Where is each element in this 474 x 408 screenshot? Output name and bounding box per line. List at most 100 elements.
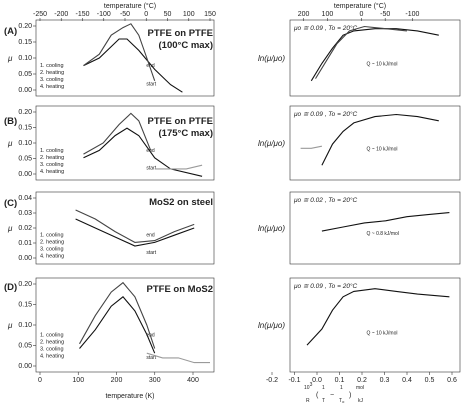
param-annotation: μo ≅ 0.09 , To = 20°C xyxy=(293,110,358,118)
bottom-right-tick-label: 0.5 xyxy=(425,377,435,384)
series-line xyxy=(315,25,407,79)
top-left-tick-label: -100 xyxy=(97,11,111,18)
left-y-tick-label: 0.20 xyxy=(18,109,32,116)
series-line xyxy=(83,38,183,93)
row-c: 0.04 0.03 0.02 0.01 0.00 μ ln(μ/μo) 1. cooling2… xyxy=(7,191,461,265)
series-line xyxy=(83,127,203,177)
end-annotation: end xyxy=(146,233,155,239)
mu-axis-label: μ xyxy=(7,139,13,148)
bottom-right-label-prefix: 103 xyxy=(304,382,313,391)
bottom-right-axis-label: 103 R ( 1 T − 1 To ) mol kJ xyxy=(304,382,364,404)
top-left-tick-label: 150 xyxy=(204,11,216,18)
ln-axis-label: ln(μ/μo) xyxy=(258,54,285,63)
bottom-left-tick-label: 100 xyxy=(72,377,84,384)
left-y-tick-label: 0.05 xyxy=(18,343,32,350)
series-line xyxy=(75,218,195,247)
ln-axis-label: ln(μ/μo) xyxy=(258,321,285,330)
bottom-right-paren-open: ( xyxy=(316,392,319,399)
left-y-tick-label: 0.10 xyxy=(18,55,32,62)
bottom-right-mol: mol xyxy=(356,385,364,391)
right-plot-frame xyxy=(289,105,461,181)
top-left-tick-label: 100 xyxy=(183,11,195,18)
left-y-tick-label: 0.02 xyxy=(18,225,32,232)
bottom-right-t: T xyxy=(322,398,325,404)
series-line xyxy=(306,288,450,346)
bottom-right-tick-label: 0.2 xyxy=(357,377,367,384)
panel-b-title-2: (175°C max) xyxy=(159,128,214,139)
row-label-d: (D) xyxy=(4,282,17,293)
series-line xyxy=(300,145,323,149)
bottom-right-tick-label: 0.0 xyxy=(312,377,322,384)
param-annotation: μo ≅ 0.09 , To = 20°C xyxy=(293,24,358,32)
ln-axis-label: ln(μ/μo) xyxy=(258,224,285,233)
bottom-right-minus: − xyxy=(330,392,334,399)
left-y-tick-label: 0.10 xyxy=(18,322,32,329)
row-label-a: (A) xyxy=(4,26,17,37)
top-left-axis-label: temperature (°C) xyxy=(104,2,156,10)
series-line xyxy=(75,209,195,243)
series-line xyxy=(83,112,152,155)
left-y-tick-label: 0.00 xyxy=(18,255,32,262)
series-group-c xyxy=(75,209,195,247)
left-y-tick-label: 0.10 xyxy=(18,140,32,147)
right-plot-frame xyxy=(289,191,461,265)
bottom-left-tick-label: 0 xyxy=(38,377,42,384)
start-annotation: start xyxy=(146,355,156,361)
legend-entry: 2. heating xyxy=(40,240,64,246)
top-left-tick-label: -250 xyxy=(33,11,47,18)
series-line xyxy=(146,352,210,364)
series-line xyxy=(154,164,203,170)
bottom-left-tick-label: 200 xyxy=(111,377,123,384)
bottom-left-axis-label: temperature (K) xyxy=(105,393,154,400)
bottom-right-one-b: 1 xyxy=(340,385,343,391)
bottom-left-ticks: 0 100 200 300 400 xyxy=(38,372,199,384)
panel-c-title: MoS2 on steel xyxy=(149,197,213,208)
top-left-tick-label: -50 xyxy=(120,11,130,18)
series-group-a xyxy=(83,23,183,93)
panel-a-title-2: (100°C max) xyxy=(159,40,214,51)
legend-entry: 4. heating xyxy=(40,353,64,359)
legend-entry: 3. cooling xyxy=(40,162,64,168)
legend-entry: 3. cooling xyxy=(40,346,64,352)
series-line xyxy=(321,212,450,232)
bottom-right-tick-label: 0.3 xyxy=(380,377,390,384)
mu-axis-label: μ xyxy=(7,224,13,233)
legend-entry: 1. cooling xyxy=(40,63,64,69)
top-right-tick-label: -100 xyxy=(405,11,419,18)
bottom-right-paren-close: ) xyxy=(349,392,351,399)
panel-d-title: PTFE on MoS2 xyxy=(147,284,214,295)
bottom-left-tick-label: 400 xyxy=(187,377,199,384)
series-group-d xyxy=(79,281,210,364)
bottom-right-tick-label: 0.4 xyxy=(402,377,412,384)
legend-entry: 4. heating xyxy=(40,254,64,260)
row-a: 0.20 0.15 0.10 0.05 0.00 μ ln(μ/μo) 1. cooling2… xyxy=(7,19,461,97)
label-exp: 3 xyxy=(310,382,313,388)
bottom-right-tick-label: -0.2 xyxy=(266,377,278,384)
bottom-right-one-a: 1 xyxy=(322,385,325,391)
left-y-tick-label: 0.15 xyxy=(18,39,32,46)
panel-a-title-1: PTFE on PTFE xyxy=(148,28,213,39)
left-y-tick-label: 0.04 xyxy=(18,195,32,202)
legend-entry: 3. cooling xyxy=(40,77,64,83)
end-annotation: end xyxy=(146,63,155,69)
slope-annotation: Q ~ 10 kJ/mol xyxy=(367,62,398,68)
top-left-tick-label: -200 xyxy=(54,11,68,18)
series-line xyxy=(79,281,156,349)
left-y-tick-label: 0.00 xyxy=(18,363,32,370)
slope-annotation: Q ~ 0.8 kJ/mol xyxy=(367,231,399,237)
series-group-a xyxy=(310,25,439,82)
left-y-tick-label: 0.15 xyxy=(18,302,32,309)
start-annotation: start xyxy=(146,81,156,87)
bottom-right-kj: kJ xyxy=(358,398,364,404)
legend-entry: 2. heating xyxy=(40,70,64,76)
bottom-left-tick-label: 300 xyxy=(149,377,161,384)
row-d: 0.20 0.15 0.10 0.05 0.00 μ ln(μ/μo) 1. cooling2… xyxy=(7,277,461,373)
row-label-c: (C) xyxy=(4,198,17,209)
series-group-b xyxy=(83,112,203,177)
series-line xyxy=(79,296,156,354)
label-10: 10 xyxy=(304,385,310,391)
param-annotation: μo ≅ 0.02 , To = 20°C xyxy=(293,196,358,204)
mu-axis-label: μ xyxy=(7,54,13,63)
top-left-tick-label: 50 xyxy=(164,11,172,18)
